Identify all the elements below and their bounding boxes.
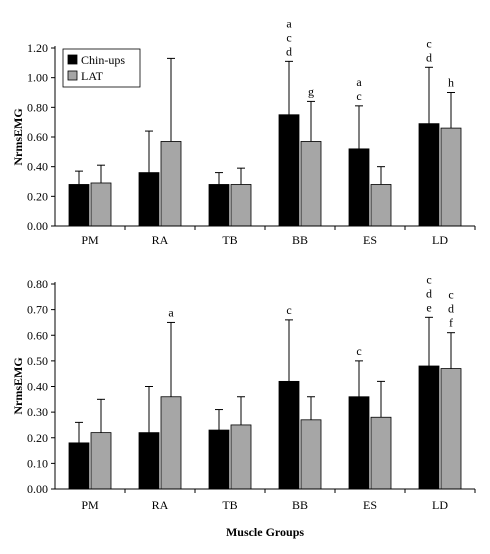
y-tick-label: 1.20 <box>27 41 48 55</box>
y-tick-label: 0.80 <box>27 100 48 114</box>
x-tick-label-bb: BB <box>292 498 308 512</box>
y-tick-label: 0.40 <box>27 380 48 394</box>
y-axis-label: NrmsEMG <box>11 108 25 165</box>
y-axis-label: NrmsEMG <box>11 357 25 414</box>
legend: Chin-ups LAT <box>62 48 141 88</box>
x-tick-label-bb: BB <box>292 233 308 247</box>
y-tick-label: 0.00 <box>27 482 48 496</box>
bar-chinups-pm <box>68 442 90 490</box>
bar-lat-pm <box>90 432 112 490</box>
y-tick-label: 0.20 <box>27 431 48 445</box>
bar-lat-pm <box>90 182 112 227</box>
significance-letter: d <box>448 302 454 316</box>
chart-panel-2: 0.00 0.10 0.20 0.30 0.40 0.50 0.60 0.70 0.80 PM a R… <box>11 272 476 539</box>
significance-letter: c <box>448 288 453 302</box>
significance-letter: a <box>356 75 362 89</box>
x-axis-label: Muscle Groups <box>226 525 304 539</box>
significance-letter: c <box>356 89 361 103</box>
x-tick-label-ra: RA <box>152 498 169 512</box>
y-tick-label: 0.60 <box>27 130 48 144</box>
significance-letter: a <box>168 305 174 319</box>
bar-chinups-bb <box>278 114 300 227</box>
bar-chinups-ld <box>418 123 440 227</box>
x-tick-label-tb: TB <box>222 233 237 247</box>
y-tick-label: 0.50 <box>27 354 48 368</box>
bar-lat-tb <box>230 184 252 227</box>
bar-chinups-es <box>348 396 370 490</box>
x-tick-label-ld: LD <box>432 233 448 247</box>
legend-swatch-chinups <box>67 54 78 65</box>
bar-lat-ra <box>160 396 182 490</box>
x-tick-label-tb: TB <box>222 498 237 512</box>
significance-letter: g <box>308 84 314 98</box>
y-tick-label: 0.80 <box>27 277 48 291</box>
legend-label: Chin-ups <box>81 53 125 67</box>
x-tick-label-pm: PM <box>81 498 99 512</box>
bar-lat-ld <box>440 368 462 490</box>
significance-letter: c <box>426 36 431 50</box>
significance-letter: c <box>286 30 291 44</box>
bar-lat-tb <box>230 424 252 490</box>
bar-lat-es <box>370 184 392 227</box>
x-tick-label-ra: RA <box>152 233 169 247</box>
bar-lat-ld <box>440 127 462 227</box>
bar-chinups-ra <box>138 432 160 490</box>
bar-chinups-tb <box>208 429 230 490</box>
x-tick-label-es: ES <box>363 498 377 512</box>
x-tick-label-es: ES <box>363 233 377 247</box>
bar-chinups-ld <box>418 365 440 490</box>
significance-letter: c <box>426 272 431 286</box>
significance-letter: e <box>426 300 431 314</box>
legend-label: LAT <box>81 69 104 83</box>
significance-letter: f <box>449 316 453 330</box>
bar-chinups-ra <box>138 172 160 227</box>
significance-letter: d <box>426 286 432 300</box>
x-tick-label-pm: PM <box>81 233 99 247</box>
significance-letter: d <box>426 50 432 64</box>
y-tick-label: 1.00 <box>27 71 48 85</box>
y-tick-label: 0.40 <box>27 160 48 174</box>
significance-letter: h <box>448 76 454 90</box>
y-tick-label: 0.20 <box>27 189 48 203</box>
bar-chinups-bb <box>278 380 300 490</box>
y-tick-label: 0.00 <box>27 219 48 233</box>
bar-chinups-es <box>348 148 370 227</box>
y-tick-label: 0.10 <box>27 456 48 470</box>
x-tick-label-ld: LD <box>432 498 448 512</box>
bar-lat-bb <box>300 419 322 490</box>
bar-lat-bb <box>300 141 322 227</box>
bar-chinups-pm <box>68 184 90 227</box>
y-tick-label: 0.60 <box>27 328 48 342</box>
significance-letter: c <box>356 344 361 358</box>
y-tick-label: 0.30 <box>27 405 48 419</box>
bar-lat-es <box>370 416 392 490</box>
legend-swatch-lat <box>67 70 78 81</box>
significance-letter: c <box>286 303 291 317</box>
bar-lat-ra <box>160 141 182 227</box>
y-tick-label: 0.70 <box>27 303 48 317</box>
bar-chinups-tb <box>208 184 230 227</box>
significance-letter: d <box>286 44 292 58</box>
significance-letter: a <box>286 16 292 30</box>
